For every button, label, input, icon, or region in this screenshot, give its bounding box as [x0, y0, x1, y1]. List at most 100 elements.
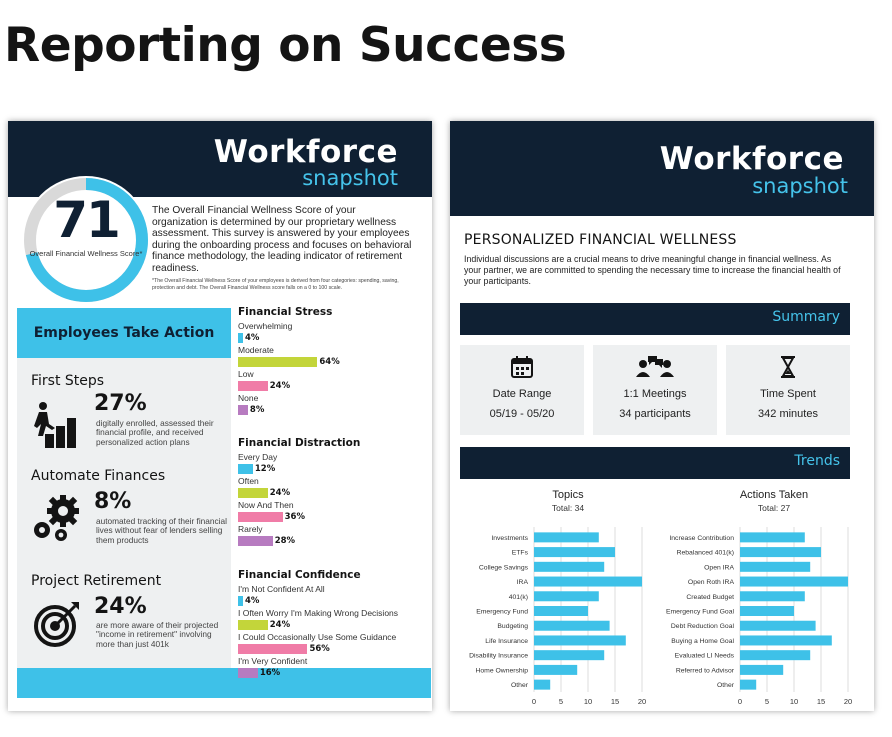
stat-value: 24%: [269, 488, 291, 498]
tile-value: 34 participants: [619, 408, 691, 420]
action-text-first-steps: digitally enrolled, assessed their finan…: [96, 418, 214, 447]
tile-label: Time Spent: [760, 388, 816, 400]
stat-row: I Could Occasionally Use Some Guidance 56…: [238, 632, 428, 656]
y-tick-label: ETFs: [512, 550, 529, 557]
bar: [740, 532, 805, 543]
stat-bar: [238, 620, 268, 630]
stat-row: I Often Worry I'm Making Wrong Decisions…: [238, 608, 428, 632]
stat-value: 12%: [254, 464, 276, 474]
bar: [534, 532, 599, 543]
brand-subtitle: snapshot: [752, 174, 848, 198]
calendar-icon: [511, 356, 533, 378]
x-tick-label: 15: [611, 697, 619, 706]
y-tick-label: IRA: [517, 579, 529, 586]
action-text-project-retirement: are more aware of their projected "incom…: [96, 620, 219, 649]
y-tick-label: 401(k): [509, 594, 528, 601]
x-tick-label: 20: [638, 697, 646, 706]
stat-label: None: [238, 393, 259, 403]
section-description: Individual discussions are a crucial mea…: [464, 254, 841, 286]
stat-bar: [238, 357, 318, 367]
stat-label: I Could Occasionally Use Some Guidance: [238, 632, 397, 642]
stat-bar: [238, 464, 253, 474]
y-tick-label: Life Insurance: [485, 638, 528, 645]
stat-label: Overwhelming: [238, 321, 293, 331]
employees-action-panel: Employees Take Action First Steps 27% di…: [17, 308, 231, 668]
stat-row: I'm Not Confident At All 4%: [238, 584, 428, 608]
workforce-snapshot-card-left: Workforce snapshot 71 Overall Financial …: [8, 121, 432, 711]
y-tick-label: Created Budget: [686, 594, 734, 601]
y-tick-label: Open Roth IRA: [688, 579, 735, 586]
x-tick-label: 10: [790, 697, 798, 706]
stat-label: Now And Then: [238, 500, 294, 510]
bar: [740, 664, 784, 675]
gears-icon: [34, 495, 79, 541]
x-tick-label: 15: [817, 697, 825, 706]
wellness-score-footnote: *The Overall Financial Wellness Score of…: [152, 278, 399, 291]
bar: [534, 635, 626, 646]
x-tick-label: 0: [738, 697, 742, 706]
stat-block: Financial Stress Overwhelming 4% Moderate 64…: [238, 306, 428, 417]
y-tick-label: Disability Insurance: [469, 653, 528, 660]
y-tick-label: Budgeting: [497, 623, 528, 630]
bar: [534, 576, 642, 587]
stat-row: Often 24%: [238, 476, 428, 500]
bar: [534, 561, 605, 572]
section-title: PERSONALIZED FINANCIAL WELLNESS: [464, 232, 737, 248]
stat-label: I'm Not Confident At All: [238, 584, 325, 594]
brand-wordmark: Workforce: [213, 134, 398, 170]
header-band: [450, 121, 874, 216]
x-tick-label: 5: [765, 697, 769, 706]
bar: [740, 635, 832, 646]
bar: [740, 576, 848, 587]
x-tick-label: 0: [532, 697, 536, 706]
y-tick-label: Referred to Advisor: [676, 667, 735, 674]
page-title: Reporting on Success: [4, 18, 567, 73]
y-tick-label: Open IRA: [704, 564, 734, 571]
bar: [740, 591, 805, 602]
workforce-snapshot-card-right: Workforce snapshot PERSONALIZED FINANCIA…: [450, 121, 874, 711]
stat-block-title: Financial Distraction: [238, 437, 361, 449]
action-title-first-steps: First Steps: [31, 373, 105, 389]
stat-row: I'm Very Confident 16%: [238, 656, 428, 680]
trends-band: Trends: [460, 447, 850, 479]
bottom-band: [17, 668, 431, 698]
stat-row: None 8%: [238, 393, 428, 417]
stat-block: Financial Confidence I'm Not Confident At…: [238, 569, 428, 680]
tile-time-spent: Time Spent 342 minutes: [726, 345, 850, 435]
stat-label: Low: [238, 369, 254, 379]
wellness-score-description: The Overall Financial Wellness Score of …: [152, 205, 412, 274]
stat-value: 56%: [309, 644, 330, 654]
y-tick-label: Other: [717, 682, 735, 689]
bar: [534, 664, 578, 675]
stat-block-title: Financial Stress: [238, 306, 333, 318]
wellness-score-caption: Overall Financial Wellness Score*: [29, 249, 143, 258]
target-icon: [34, 602, 79, 647]
stat-bar: [238, 668, 258, 678]
trends-label: Trends: [794, 453, 840, 469]
stat-value: 28%: [274, 536, 296, 546]
stat-label: I Often Worry I'm Making Wrong Decisions: [238, 608, 399, 618]
stat-value: 36%: [284, 512, 305, 522]
stat-bar: [238, 405, 248, 415]
action-panel-heading: Employees Take Action: [17, 308, 231, 358]
bar: [740, 620, 816, 631]
topics-chart: Topics Total: 34 0 5 10 15 20 Investments ETFs Co…: [469, 489, 646, 706]
tile-label: 1:1 Meetings: [623, 388, 687, 400]
y-tick-label: Emergency Fund: [476, 609, 528, 616]
summary-label: Summary: [772, 309, 840, 325]
chart-subtitle: Total: 27: [758, 503, 790, 513]
stat-value: 4%: [244, 596, 260, 606]
y-tick-label: Debt Reduction Goal: [671, 623, 735, 630]
tile-value: 342 minutes: [758, 408, 818, 420]
chart-subtitle: Total: 34: [552, 503, 584, 513]
bar: [740, 606, 794, 616]
stat-bar: [238, 488, 268, 498]
stat-label: Moderate: [238, 345, 274, 355]
y-tick-label: Evaluated LI Needs: [675, 653, 735, 660]
bar: [534, 591, 599, 602]
summary-band: Summary: [460, 303, 850, 335]
tile-date-range: Date Range 05/19 - 05/20: [460, 345, 584, 435]
stat-label: Often: [238, 476, 259, 486]
stat-row: Low 24%: [238, 369, 428, 393]
